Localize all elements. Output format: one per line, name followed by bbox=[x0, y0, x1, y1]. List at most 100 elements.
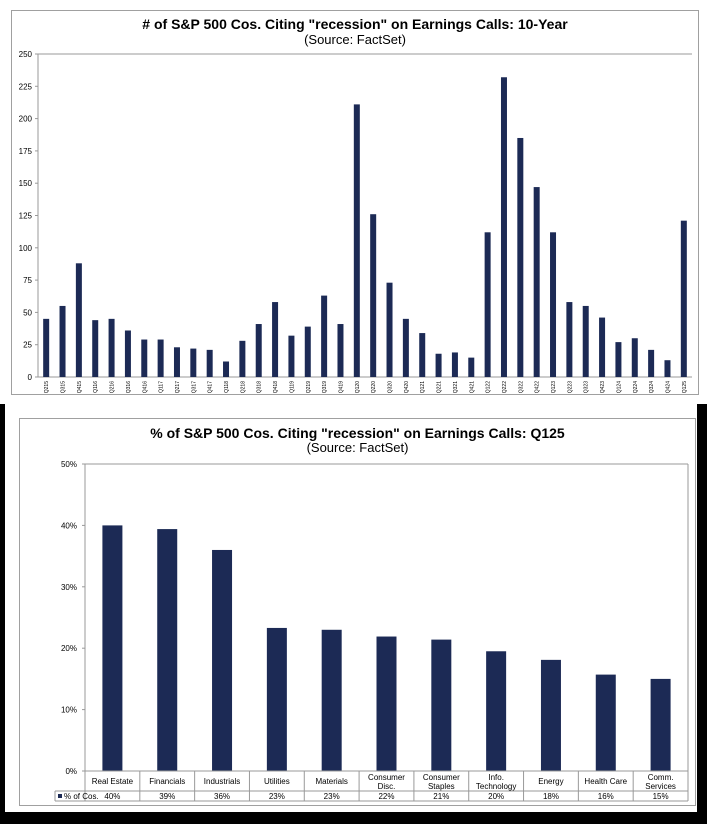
x-tick-label: Q122 bbox=[486, 381, 492, 393]
x-tick-label: Q323 bbox=[584, 381, 590, 393]
bar bbox=[239, 340, 246, 377]
x-tick-label: Q218 bbox=[240, 381, 246, 393]
category-label: Disc. bbox=[378, 782, 396, 791]
legend-swatch bbox=[58, 794, 62, 798]
chart-plot: 0 25 50 75 100 125 150 175 200 225 250 Q215 Q315 Q415… bbox=[19, 50, 692, 393]
y-tick-label: 25 bbox=[23, 341, 32, 350]
y-tick-label: 20% bbox=[61, 644, 77, 653]
x-tick-label: Q125 bbox=[682, 381, 688, 393]
data-table-value: 23% bbox=[269, 792, 285, 801]
data-table-value: 40% bbox=[104, 792, 120, 801]
chart-subtitle: (Source: FactSet) bbox=[306, 440, 409, 455]
bar bbox=[212, 549, 233, 771]
x-tick-label: Q424 bbox=[665, 381, 671, 393]
bar bbox=[540, 659, 561, 771]
bar bbox=[321, 295, 328, 377]
x-tick-label: Q215 bbox=[44, 381, 50, 393]
bar bbox=[190, 348, 197, 377]
chart-subtitle: (Source: FactSet) bbox=[304, 32, 406, 47]
bar bbox=[108, 318, 115, 377]
bar bbox=[650, 678, 671, 771]
bar bbox=[59, 305, 66, 377]
x-tick-label: Q416 bbox=[142, 381, 148, 393]
bar bbox=[517, 137, 524, 377]
category-label: Technology bbox=[476, 782, 516, 791]
category-label: Energy bbox=[538, 777, 563, 786]
bar bbox=[141, 339, 148, 377]
x-tick-label: Q116 bbox=[93, 381, 99, 393]
x-tick-label: Q422 bbox=[535, 381, 541, 393]
category-label: Services bbox=[645, 782, 676, 791]
bar bbox=[595, 674, 616, 771]
chart-plot: 0% 10% 20% 30% 40% 50% Real Estate 40% Financial… bbox=[54, 460, 689, 802]
bar bbox=[337, 324, 344, 377]
chart-q125-sectors: % of S&P 500 Cos. Citing "recession" on … bbox=[19, 418, 696, 806]
y-tick-label: 75 bbox=[23, 276, 32, 285]
x-tick-label: Q418 bbox=[273, 381, 279, 393]
x-tick-label: Q224 bbox=[633, 381, 639, 393]
data-table-value: 23% bbox=[324, 792, 340, 801]
y-tick-label: 175 bbox=[19, 147, 33, 156]
x-tick-label: Q415 bbox=[77, 381, 83, 393]
bar bbox=[631, 338, 638, 377]
data-table-value: 22% bbox=[378, 792, 394, 801]
x-tick-label: Q119 bbox=[289, 381, 295, 393]
bar bbox=[419, 333, 426, 377]
bar bbox=[255, 324, 262, 377]
y-tick-label: 50 bbox=[23, 308, 32, 317]
bar bbox=[484, 232, 491, 377]
x-tick-label: Q120 bbox=[355, 381, 361, 393]
x-tick-label: Q315 bbox=[61, 381, 67, 393]
bar bbox=[664, 360, 671, 377]
x-tick-label: Q421 bbox=[469, 381, 475, 393]
x-tick-label: Q423 bbox=[600, 381, 606, 393]
x-tick-label: Q419 bbox=[338, 381, 344, 393]
x-tick-label: Q322 bbox=[518, 381, 524, 393]
chart-title: # of S&P 500 Cos. Citing "recession" on … bbox=[142, 16, 568, 32]
category-label: Real Estate bbox=[92, 777, 134, 786]
y-tick-label: 50% bbox=[61, 460, 77, 469]
y-tick-label: 200 bbox=[19, 115, 33, 124]
y-tick-label: 250 bbox=[19, 50, 33, 59]
legend-label: % of Cos. bbox=[64, 792, 99, 801]
bar bbox=[223, 361, 230, 377]
y-tick-label: 0 bbox=[28, 373, 33, 382]
bar bbox=[486, 651, 507, 771]
x-tick-label: Q317 bbox=[191, 381, 197, 393]
data-table-value: 18% bbox=[543, 792, 559, 801]
bar bbox=[288, 335, 295, 377]
y-tick-label: 100 bbox=[19, 244, 33, 253]
chart-10-year: # of S&P 500 Cos. Citing "recession" on … bbox=[11, 10, 699, 395]
category-label: Financials bbox=[149, 777, 185, 786]
y-tick-label: 30% bbox=[61, 583, 77, 592]
chart-title: % of S&P 500 Cos. Citing "recession" on … bbox=[150, 425, 565, 441]
x-tick-label: Q221 bbox=[437, 381, 443, 393]
bar bbox=[353, 104, 360, 377]
category-label: Info. bbox=[488, 773, 504, 782]
x-tick-label: Q123 bbox=[551, 381, 557, 393]
bar bbox=[75, 263, 82, 377]
y-tick-label: 125 bbox=[19, 212, 33, 221]
y-tick-label: 10% bbox=[61, 706, 77, 715]
x-tick-label: Q216 bbox=[110, 381, 116, 393]
bar bbox=[370, 214, 377, 377]
y-tick-label: 225 bbox=[19, 82, 33, 91]
x-tick-label: Q420 bbox=[404, 381, 410, 393]
x-tick-label: Q316 bbox=[126, 381, 132, 393]
data-table-value: 21% bbox=[433, 792, 449, 801]
bar bbox=[43, 318, 50, 377]
bar bbox=[599, 317, 606, 377]
data-table-value: 15% bbox=[653, 792, 669, 801]
bar bbox=[500, 77, 507, 378]
x-tick-label: Q324 bbox=[649, 381, 655, 393]
bar bbox=[102, 525, 123, 771]
x-tick-label: Q417 bbox=[208, 381, 214, 393]
bar bbox=[206, 349, 213, 377]
x-tick-label: Q223 bbox=[567, 381, 573, 393]
bar bbox=[266, 627, 287, 771]
bar bbox=[173, 347, 180, 377]
data-table-value: 20% bbox=[488, 792, 504, 801]
bar bbox=[431, 639, 452, 771]
x-tick-label: Q220 bbox=[371, 381, 377, 393]
x-tick-label: Q320 bbox=[388, 381, 394, 393]
